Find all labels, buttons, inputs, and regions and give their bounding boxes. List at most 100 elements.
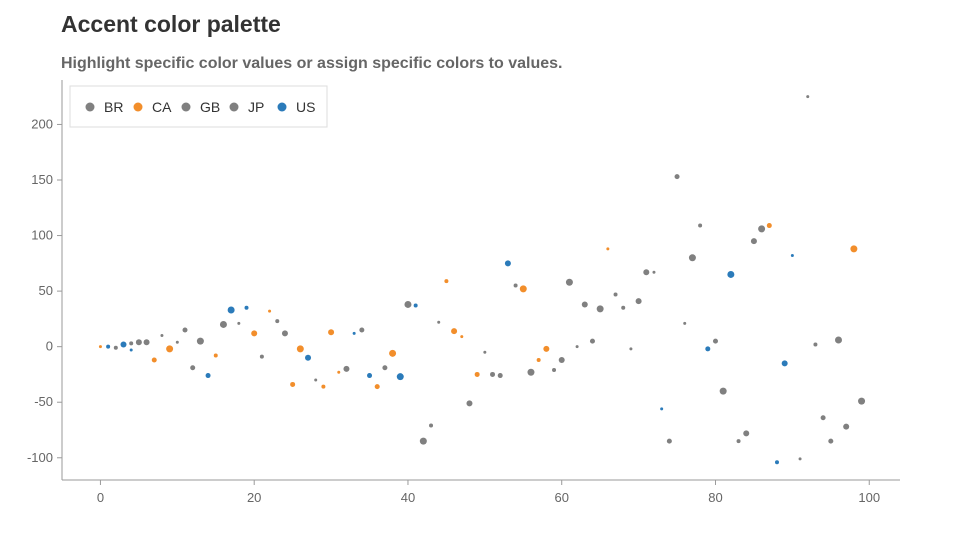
chart-title: Accent color palette xyxy=(61,11,281,37)
data-point-gb xyxy=(113,345,118,350)
data-point-gb xyxy=(736,439,741,444)
data-point-ca xyxy=(519,285,527,293)
data-point-jp xyxy=(698,223,703,228)
data-point-us xyxy=(120,341,127,348)
data-point-br xyxy=(160,334,164,338)
data-point-ca xyxy=(98,345,102,349)
legend-box xyxy=(69,85,328,128)
data-point-ca xyxy=(337,370,341,374)
legend-label-jp: JP xyxy=(248,99,264,115)
data-point-ca xyxy=(328,329,335,336)
y-tick-label: 0 xyxy=(46,339,53,354)
data-point-br xyxy=(813,342,818,347)
data-point-jp xyxy=(513,283,518,288)
data-point-jp xyxy=(806,95,810,99)
data-point-ca xyxy=(389,349,397,357)
data-point-us xyxy=(367,373,373,379)
y-tick-label: 100 xyxy=(31,228,53,243)
data-point-gb xyxy=(382,365,388,371)
data-point-br xyxy=(565,278,573,286)
data-point-gb xyxy=(596,305,604,313)
data-point-ca xyxy=(374,384,380,390)
chart-subtitle: Highlight specific color values or assig… xyxy=(61,55,563,72)
x-tick-label: 0 xyxy=(97,490,104,505)
data-point-gb xyxy=(666,438,672,444)
data-point-jp xyxy=(820,415,826,421)
data-point-us xyxy=(396,373,404,381)
legend-marker-br xyxy=(85,102,95,112)
legend-marker-ca xyxy=(133,102,143,112)
data-point-ca xyxy=(766,223,772,229)
data-point-gb xyxy=(589,338,595,344)
data-point-ca xyxy=(151,357,157,363)
data-point-ca xyxy=(166,345,174,353)
data-point-ca xyxy=(474,371,480,377)
data-point-gb xyxy=(314,378,318,382)
legend-label-gb: GB xyxy=(200,99,220,115)
data-point-gb xyxy=(281,330,288,337)
data-point-br xyxy=(843,423,850,430)
x-tick-label: 60 xyxy=(554,490,568,505)
data-point-br xyxy=(613,292,618,297)
data-point-gb xyxy=(190,365,196,371)
data-point-ca xyxy=(296,345,304,353)
data-point-ca xyxy=(606,247,610,251)
data-point-ca xyxy=(213,353,218,358)
data-point-us xyxy=(352,331,356,335)
data-point-jp xyxy=(688,254,696,262)
data-point-ca xyxy=(536,358,541,362)
data-point-ca xyxy=(268,309,272,313)
data-point-ca xyxy=(451,328,458,335)
data-point-us xyxy=(413,303,418,308)
data-point-br xyxy=(343,365,350,372)
data-point-gb xyxy=(466,400,473,407)
x-tick-label: 100 xyxy=(858,490,880,505)
legend-marker-gb xyxy=(181,102,191,112)
data-point-ca xyxy=(251,330,258,337)
data-point-br xyxy=(182,327,188,333)
data-point-gb xyxy=(575,345,579,349)
data-point-ca xyxy=(850,245,858,253)
data-point-ca xyxy=(290,381,296,387)
data-point-gb xyxy=(719,387,727,395)
data-point-us xyxy=(305,354,312,361)
data-point-gb xyxy=(828,438,834,444)
data-point-gb xyxy=(798,457,802,461)
data-point-gb xyxy=(483,350,487,354)
data-point-gb xyxy=(743,430,750,437)
data-point-us xyxy=(660,407,664,411)
data-point-gb xyxy=(135,339,142,346)
data-point-gb xyxy=(621,305,626,310)
data-point-ca xyxy=(444,279,449,284)
data-point-gb xyxy=(497,373,503,379)
data-point-gb xyxy=(635,298,642,305)
data-point-br xyxy=(275,319,280,324)
data-point-br xyxy=(683,321,687,325)
data-point-gb xyxy=(196,337,204,345)
data-point-us xyxy=(781,360,788,367)
data-point-jp xyxy=(750,238,757,245)
data-point-jp xyxy=(404,300,412,308)
data-point-jp xyxy=(129,341,134,346)
x-tick-label: 20 xyxy=(247,490,261,505)
x-tick-label: 80 xyxy=(708,490,722,505)
data-point-gb xyxy=(858,397,866,405)
data-point-ca xyxy=(321,384,326,389)
data-point-gb xyxy=(175,340,179,344)
data-point-us xyxy=(790,254,794,258)
data-point-jp xyxy=(143,339,150,346)
legend-label-br: BR xyxy=(104,99,123,115)
y-tick-label: -100 xyxy=(27,450,53,465)
data-point-br xyxy=(437,320,441,324)
legend-label-ca: CA xyxy=(152,99,172,115)
data-point-jp xyxy=(237,321,241,325)
data-point-br xyxy=(643,269,650,276)
data-point-br xyxy=(490,371,496,377)
data-point-us xyxy=(106,344,111,349)
legend-marker-jp xyxy=(229,102,239,112)
data-point-gb xyxy=(259,354,264,359)
data-point-gb xyxy=(552,368,557,372)
data-point-br xyxy=(712,338,718,344)
